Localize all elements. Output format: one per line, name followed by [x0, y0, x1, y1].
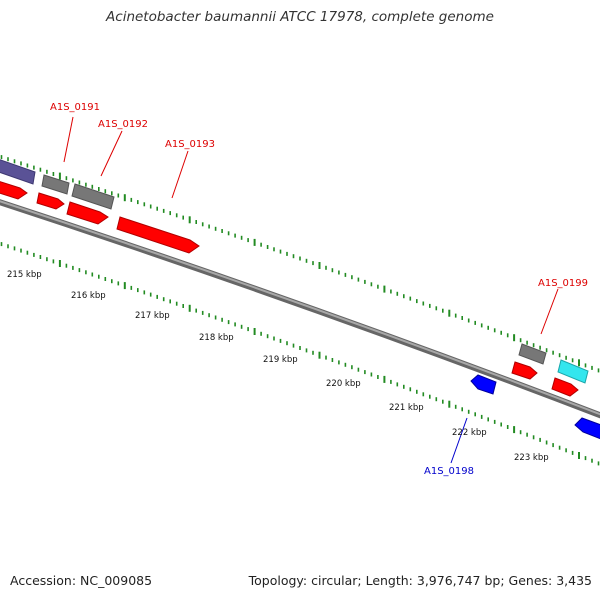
cds-forward-arrow[interactable]: [66, 201, 109, 225]
scale-tick-label: 217 kbp: [135, 311, 170, 321]
scale-tick-label: 223 kbp: [514, 453, 549, 463]
label-leader-line: [171, 150, 189, 199]
cds-forward-arrow[interactable]: [551, 377, 579, 397]
genome-backbone-highlight: [0, 200, 600, 416]
gene-label-a1s-0199[interactable]: A1S_0199: [538, 278, 588, 289]
gene-label-a1s-0198[interactable]: A1S_0198: [424, 466, 474, 477]
scale-tick-label: 220 kbp: [326, 379, 361, 389]
gene-label-a1s-0191[interactable]: A1S_0191: [50, 102, 100, 113]
scale-tick-label: 222 kbp: [452, 428, 487, 438]
label-leader-line: [450, 417, 468, 464]
label-leader-line: [100, 130, 123, 177]
page-title: Acinetobacter baumannii ATCC 17978, comp…: [106, 9, 494, 25]
scale-tick-label: 216 kbp: [71, 291, 106, 301]
accession-label: Accession: NC_009085: [10, 573, 153, 588]
genome-summary-label: Topology: circular; Length: 3,976,747 bp…: [248, 573, 592, 588]
label-leader-line: [63, 116, 74, 163]
cds-forward-arrow[interactable]: [511, 361, 538, 380]
cds-reverse-arrow[interactable]: [574, 417, 600, 440]
gene-cyan-box[interactable]: [557, 359, 589, 384]
gene-a1s-0191-box[interactable]: [41, 174, 70, 195]
cds-reverse-arrow-a1s-0198[interactable]: [470, 374, 497, 395]
inner-gc-tick-row: [0, 242, 600, 466]
gene-label-a1s-0192[interactable]: A1S_0192: [98, 119, 148, 130]
scale-tick-label: 221 kbp: [389, 403, 424, 413]
gene-a1s-0199-box[interactable]: [518, 343, 547, 365]
cds-forward-arrow[interactable]: [0, 180, 28, 200]
scale-tick-label: 218 kbp: [199, 333, 234, 343]
scale-tick-label: 219 kbp: [263, 355, 298, 365]
label-leader-line: [540, 288, 559, 335]
cds-forward-arrow[interactable]: [36, 192, 65, 210]
scale-tick-label: 215 kbp: [7, 270, 42, 280]
outer-gc-tick-row: [0, 155, 600, 373]
gene-label-a1s-0193[interactable]: A1S_0193: [165, 139, 215, 150]
cds-forward-arrow-a1s-0193[interactable]: [116, 216, 200, 254]
feature-purple-bar[interactable]: [0, 158, 36, 185]
gene-a1s-0192-box[interactable]: [71, 183, 115, 210]
scale-tick-labels: 215 kbp 216 kbp 217 kbp 218 kbp 219 kbp …: [7, 270, 549, 463]
